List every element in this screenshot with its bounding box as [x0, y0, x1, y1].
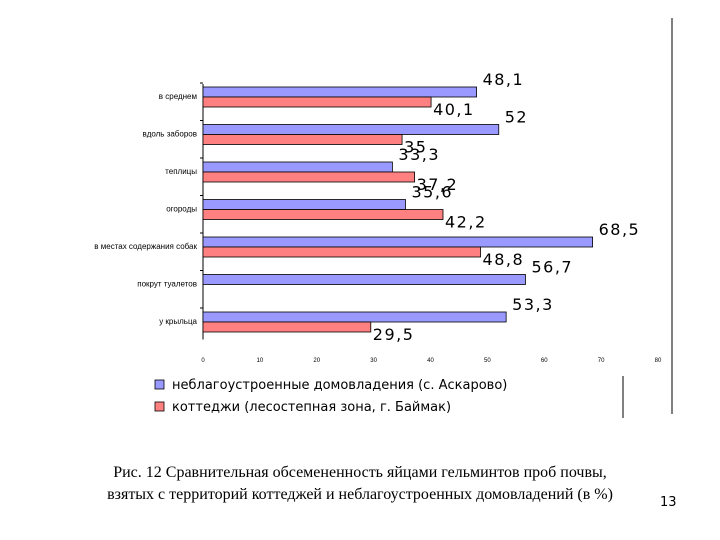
legend-swatch-1 [154, 379, 165, 390]
data-label: 35 [404, 138, 427, 157]
category-label: огороды [166, 205, 197, 214]
bar-series-2 [202, 96, 432, 108]
bar-series-1 [202, 274, 526, 285]
category-label: вдоль заборов [143, 130, 197, 139]
caption-line-2: взятых с территорий коттеджей и неблагоу… [107, 486, 613, 503]
data-label: 33,3 [398, 145, 440, 164]
data-label: 29,5 [373, 325, 415, 344]
x-tick-label: 50 [484, 358, 491, 364]
category-label: в среднем [159, 92, 197, 101]
legend-label-1: неблагоустроенные домовладения (с. Аскар… [172, 378, 507, 393]
data-label: 48,1 [483, 70, 525, 89]
data-label: 48,8 [483, 250, 525, 269]
bar-series-1 [202, 311, 507, 323]
bar-series-1 [202, 124, 500, 135]
bar-series-1 [202, 199, 406, 210]
category-label: теплицы [165, 167, 197, 176]
x-tick-label: 10 [257, 358, 264, 364]
x-tick-label: 70 [598, 358, 605, 364]
x-tick-label: 30 [370, 358, 377, 364]
legend-swatch-2 [154, 401, 165, 412]
data-label: 53,3 [512, 295, 554, 314]
caption-line-1: Рис. 12 Сравнительная обсемененность яйц… [113, 464, 607, 481]
data-label: 37,2 [417, 175, 459, 194]
data-label: 56,7 [531, 258, 573, 277]
bar-series-1 [202, 236, 593, 248]
legend: неблагоустроенные домовладения (с. Аскар… [154, 378, 507, 415]
bar-series-2 [202, 171, 415, 183]
x-tick-label: 60 [541, 358, 548, 364]
data-label: 42,2 [445, 213, 487, 232]
x-tick-label: 0 [201, 358, 205, 364]
x-tick-label: 20 [313, 358, 320, 364]
bar-series-2 [202, 321, 372, 333]
data-label: 68,5 [599, 220, 641, 239]
data-label: 35,6 [411, 183, 453, 202]
data-label: 52 [505, 108, 528, 127]
category-label: покрут туалетов [137, 280, 197, 289]
legend-label-2: коттеджи (лесостепная зона, г. Баймак) [172, 400, 451, 415]
page-number: 13 [660, 495, 677, 510]
bar-series-2 [202, 246, 481, 258]
category-label: у крыльца [159, 317, 197, 326]
data-label: 40,1 [433, 100, 475, 119]
category-label: в местах содержания собак [94, 242, 197, 251]
plot-area: в среднем 48,1 40,1 вдоль заборов 52 35 теплиц… [94, 70, 662, 364]
bar-series-1 [202, 161, 393, 173]
bar-series-2 [202, 209, 444, 220]
x-tick-label: 40 [427, 358, 434, 364]
bar-series-1 [202, 86, 477, 98]
figure-caption: Рис. 12 Сравнительная обсемененность яйц… [60, 462, 660, 506]
x-tick-label: 80 [655, 358, 662, 364]
bar-series-2 [202, 134, 403, 145]
